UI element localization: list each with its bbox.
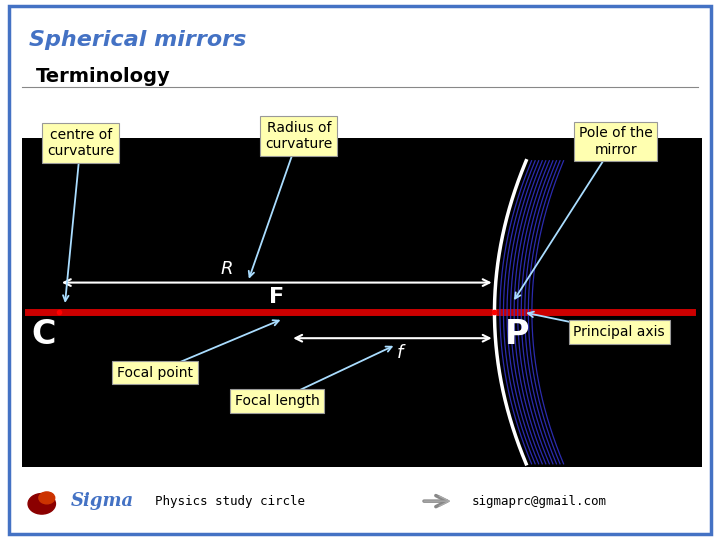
Text: C: C xyxy=(31,318,55,350)
Text: Principal axis: Principal axis xyxy=(573,325,665,339)
Text: F: F xyxy=(269,287,284,307)
Text: Radius of
curvature: Radius of curvature xyxy=(265,121,333,151)
Text: Terminology: Terminology xyxy=(36,68,171,86)
Circle shape xyxy=(39,492,55,504)
FancyBboxPatch shape xyxy=(22,138,702,467)
Text: P: P xyxy=(505,318,530,350)
Text: centre of
curvature: centre of curvature xyxy=(47,128,114,158)
Text: Focal length: Focal length xyxy=(235,394,320,408)
Text: Focal point: Focal point xyxy=(117,366,193,380)
Text: Spherical mirrors: Spherical mirrors xyxy=(29,30,246,50)
Text: Sigma: Sigma xyxy=(71,492,134,510)
Text: f: f xyxy=(397,343,402,362)
FancyBboxPatch shape xyxy=(9,6,711,534)
Text: Physics study circle: Physics study circle xyxy=(155,495,305,508)
Text: Pole of the
mirror: Pole of the mirror xyxy=(579,126,652,157)
Text: sigmaprc@gmail.com: sigmaprc@gmail.com xyxy=(472,495,606,508)
Circle shape xyxy=(28,494,55,514)
Text: R: R xyxy=(220,260,233,278)
